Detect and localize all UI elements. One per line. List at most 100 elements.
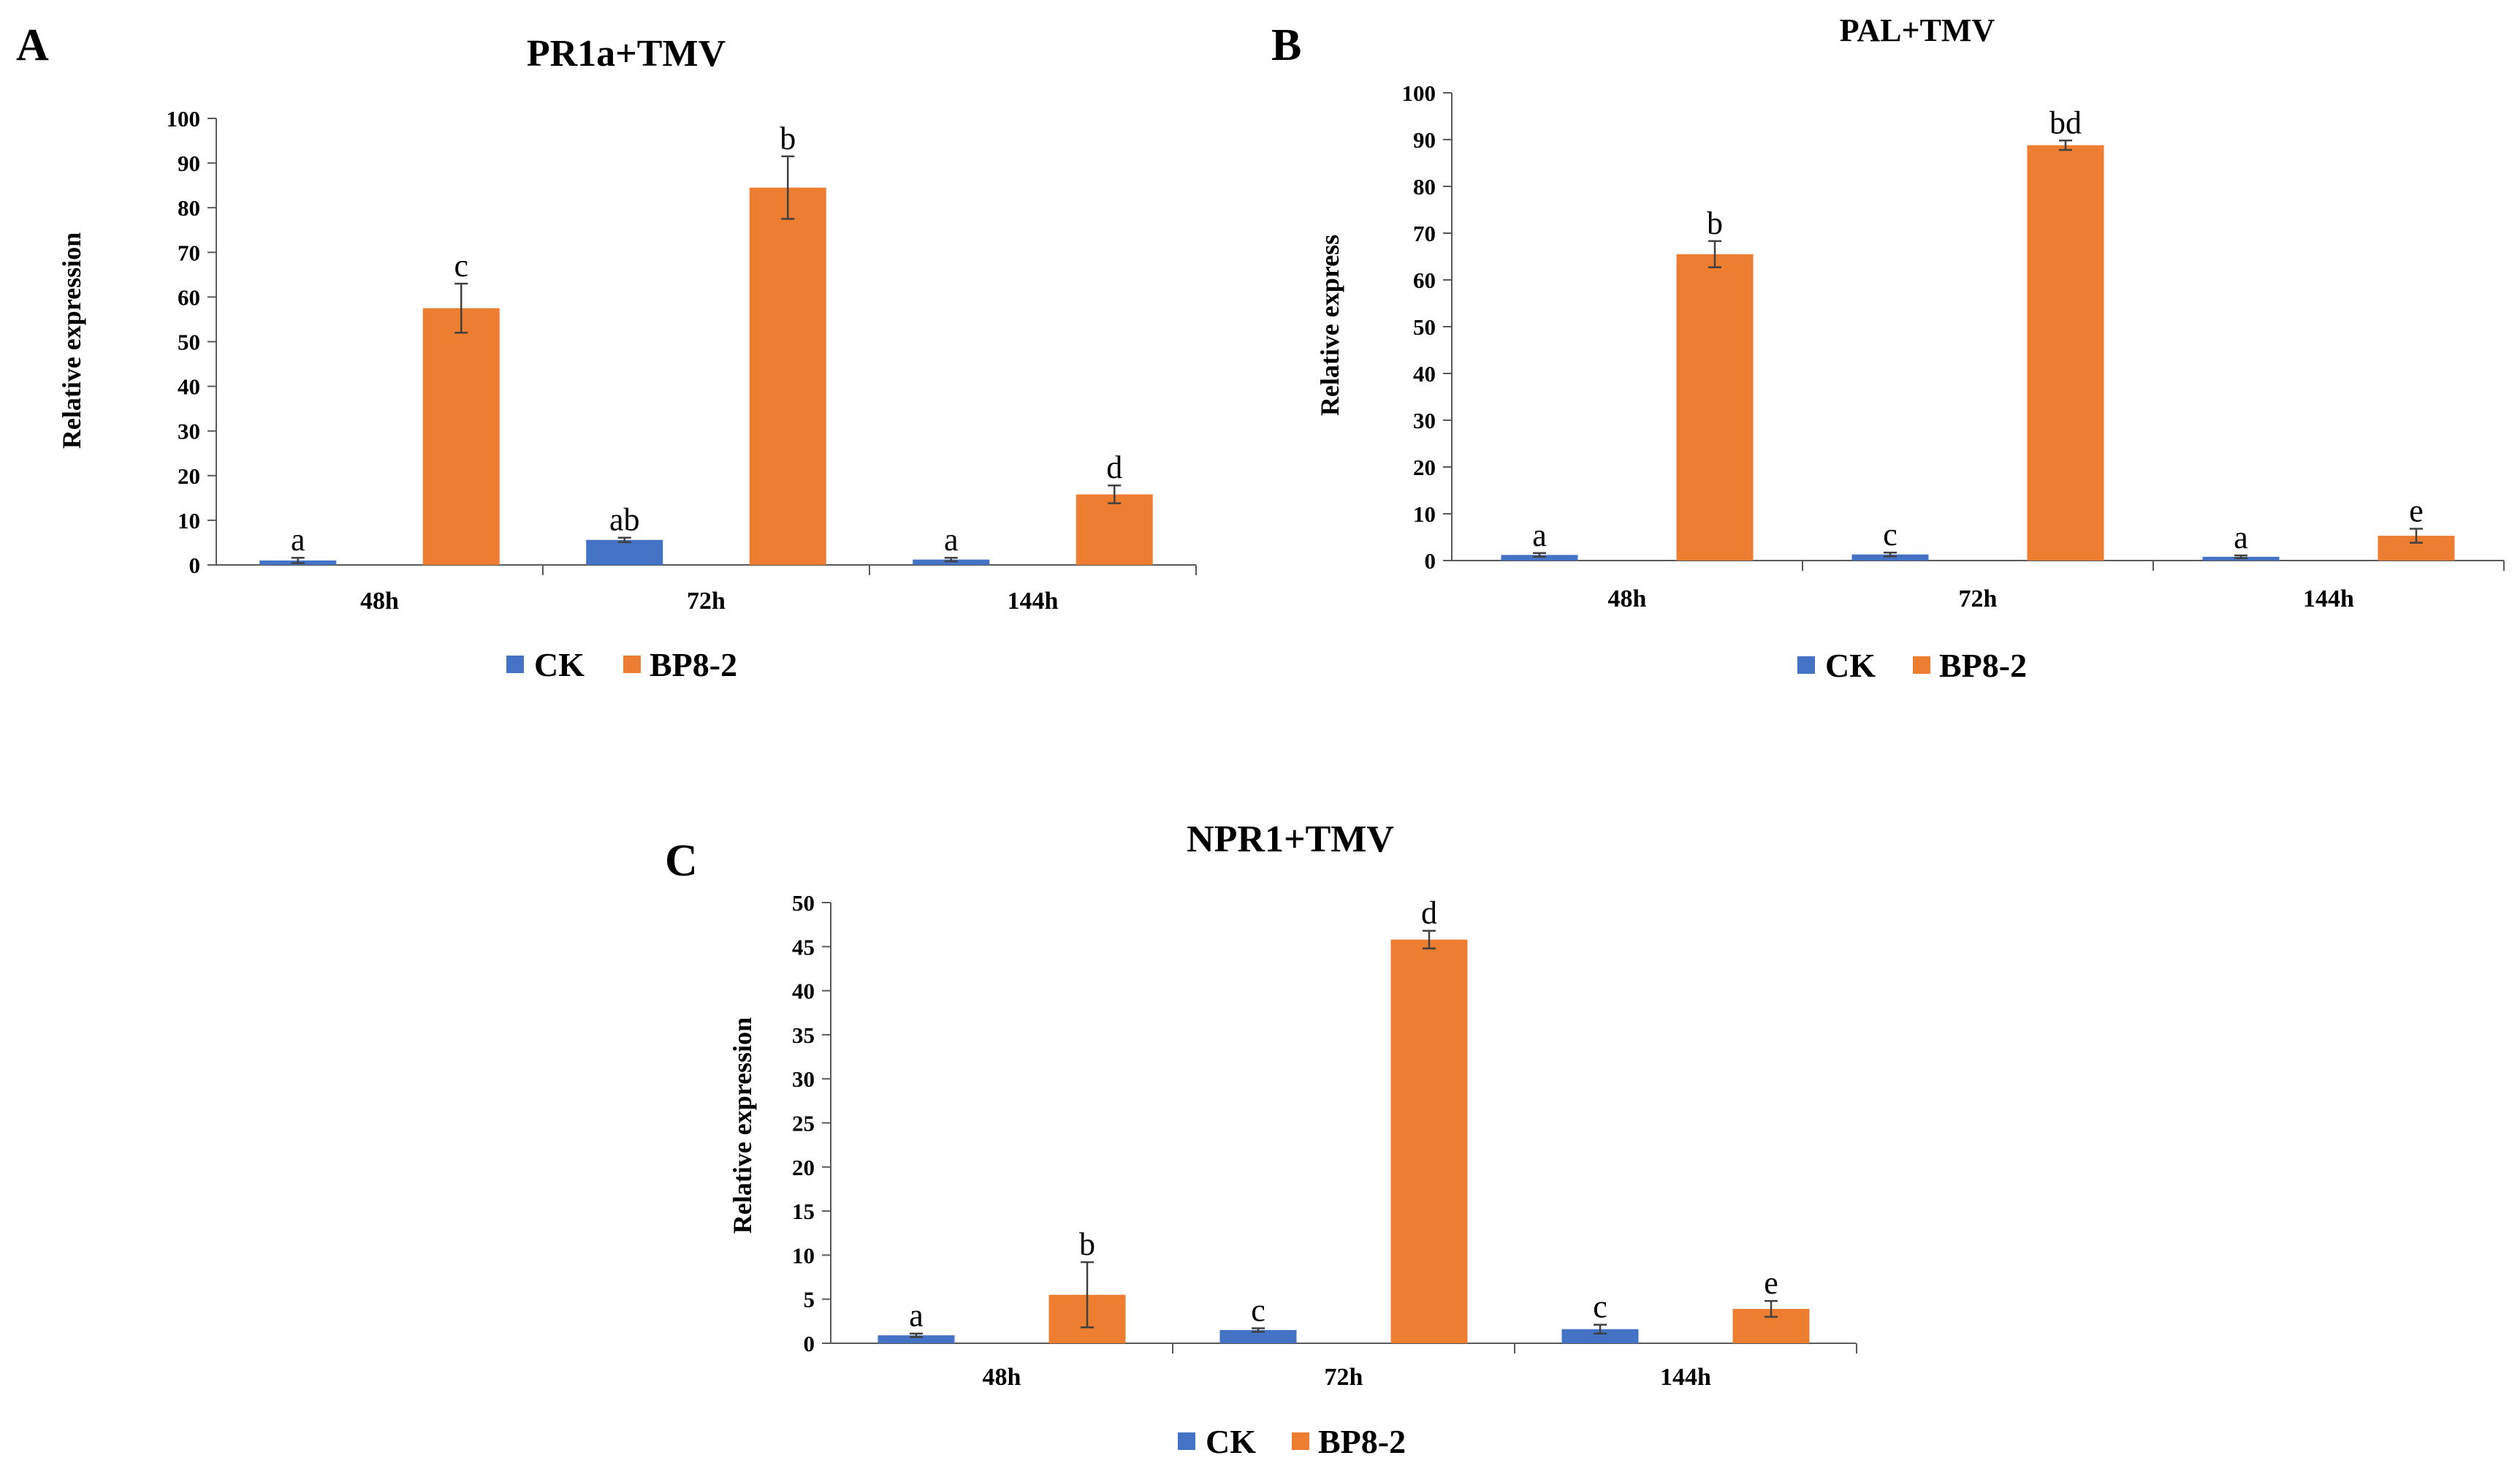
y-tick-label: 80: [178, 195, 200, 221]
panel-b: B PAL+TMV Relative express 0 10 20 30 40 50 60…: [1271, 12, 2505, 684]
y-tick-label: 70: [178, 240, 200, 265]
panel-a-y-axis-label: Relative expression: [57, 232, 86, 449]
x-tick-label: 72h: [1959, 585, 1998, 612]
y-tick-label: 35: [792, 1022, 815, 1048]
x-tick-label: 144h: [1008, 588, 1059, 615]
y-tick-label: 20: [1413, 455, 1436, 480]
bar-bp8-2-48h: [422, 308, 500, 565]
significance-label: e: [2409, 493, 2424, 528]
bar-ck-144h: [1561, 1329, 1639, 1343]
bar-bp8-2-72h: [749, 187, 826, 566]
significance-label: b: [1079, 1226, 1095, 1262]
significance-label: a: [291, 522, 305, 558]
significance-label: c: [1883, 517, 1897, 553]
y-tick-label: 25: [792, 1111, 815, 1136]
y-tick-label: 50: [1413, 314, 1436, 340]
legend-bp8-2-swatch: [1913, 656, 1930, 674]
bar-ck-48h: [878, 1335, 955, 1343]
y-tick-label: 50: [178, 330, 200, 355]
y-tick-label: 60: [178, 284, 200, 310]
legend-bp8-2-label: BP8-2: [1318, 1423, 1406, 1460]
significance-label: c: [1593, 1289, 1607, 1325]
bar-ck-72h: [1219, 1329, 1297, 1343]
x-tick-label: 144h: [1660, 1364, 1711, 1391]
y-tick-label: 20: [178, 463, 200, 489]
y-tick-label: 0: [804, 1331, 815, 1356]
y-tick-label: 10: [178, 508, 200, 534]
significance-label: ab: [609, 502, 640, 538]
x-tick-label: 72h: [1325, 1364, 1363, 1391]
significance-label: b: [1707, 205, 1723, 241]
panel-b-title: PAL+TMV: [1840, 12, 1995, 48]
x-tick-label: 144h: [2303, 585, 2354, 612]
legend-ck-swatch: [1797, 656, 1815, 674]
x-tick-label: 48h: [983, 1364, 1021, 1391]
y-tick-label: 45: [792, 934, 815, 960]
panel-a-plot-area: 0 10 20 30 40 50 60 70 80 90 100 48h a c 72h ab b 144h a d: [167, 106, 1197, 615]
x-tick-label: 72h: [687, 588, 726, 615]
y-tick-label: 50: [792, 890, 815, 916]
bar-bp8-2-72h: [1390, 939, 1468, 1343]
significance-label: a: [1532, 517, 1547, 553]
legend-ck-label: CK: [1825, 647, 1876, 684]
legend-bp8-2-label: BP8-2: [650, 646, 737, 683]
y-tick-label: 15: [792, 1199, 815, 1224]
panel-b-plot-area: 0 10 20 30 40 50 60 70 80 90 100 48h a b 72h c bd 144h a e: [1402, 80, 2505, 612]
y-tick-label: 10: [1413, 501, 1436, 527]
panel-b-letter: B: [1271, 20, 1301, 70]
panel-c-legend: CK BP8-2: [1178, 1423, 1406, 1460]
significance-label: a: [2234, 520, 2248, 555]
y-tick-label: 40: [1413, 361, 1436, 387]
legend-ck-swatch: [506, 656, 524, 673]
significance-label: c: [1251, 1292, 1265, 1328]
y-tick-label: 0: [189, 553, 201, 578]
panel-b-legend: CK BP8-2: [1797, 647, 2027, 684]
x-tick-label: 48h: [1608, 585, 1647, 612]
legend-ck-label: CK: [1206, 1423, 1256, 1460]
y-tick-label: 30: [178, 419, 200, 444]
significance-label: a: [909, 1298, 924, 1334]
y-tick-label: 30: [792, 1066, 815, 1092]
legend-ck-label: CK: [534, 646, 585, 683]
y-tick-label: 40: [178, 374, 200, 400]
y-tick-label: 20: [792, 1155, 815, 1180]
bar-ck-72h: [1851, 554, 1929, 561]
significance-label: e: [1764, 1265, 1778, 1301]
y-tick-label: 40: [792, 979, 815, 1004]
y-tick-label: 10: [792, 1242, 815, 1268]
panel-a-legend: CK BP8-2: [506, 646, 737, 683]
bar-ck-72h: [586, 539, 663, 565]
panel-a-title: PR1a+TMV: [527, 33, 726, 75]
y-tick-label: 90: [1413, 127, 1436, 153]
panel-b-y-axis-label: Relative express: [1315, 235, 1344, 416]
panel-a-letter: A: [16, 20, 49, 70]
panel-c-plot-area: 0 5 10 15 20 25 30 35 40 45 50 48h a b 72h c d 144h c e: [792, 890, 1857, 1391]
y-tick-label: 70: [1413, 221, 1436, 246]
significance-label: d: [1106, 449, 1122, 485]
bar-ck-48h: [1501, 555, 1578, 561]
panel-c: C NPR1+TMV Relative expression 0 5 10 15 20 2…: [665, 819, 1857, 1460]
significance-label: b: [780, 121, 796, 156]
bar-bp8-2-72h: [2027, 145, 2104, 561]
y-tick-label: 80: [1413, 174, 1436, 200]
y-tick-label: 5: [804, 1287, 815, 1313]
legend-bp8-2-swatch: [1292, 1432, 1309, 1450]
bar-bp8-2-48h: [1676, 254, 1754, 561]
significance-label: bd: [2049, 105, 2082, 140]
y-tick-label: 30: [1413, 408, 1436, 433]
panel-c-y-axis-label: Relative expression: [728, 1017, 757, 1234]
legend-bp8-2-label: BP8-2: [1939, 647, 2027, 684]
y-tick-label: 60: [1413, 267, 1436, 293]
y-tick-label: 0: [1425, 548, 1436, 574]
y-tick-label: 90: [178, 151, 200, 176]
panel-c-title: NPR1+TMV: [1187, 819, 1394, 860]
significance-label: c: [454, 248, 468, 284]
significance-label: a: [944, 522, 959, 558]
y-tick-label: 100: [167, 106, 201, 132]
panel-c-letter: C: [665, 836, 698, 886]
y-tick-label: 100: [1402, 80, 1436, 106]
bar-bp8-2-144h: [1076, 494, 1153, 565]
x-tick-label: 48h: [360, 588, 399, 615]
legend-ck-swatch: [1178, 1432, 1195, 1450]
